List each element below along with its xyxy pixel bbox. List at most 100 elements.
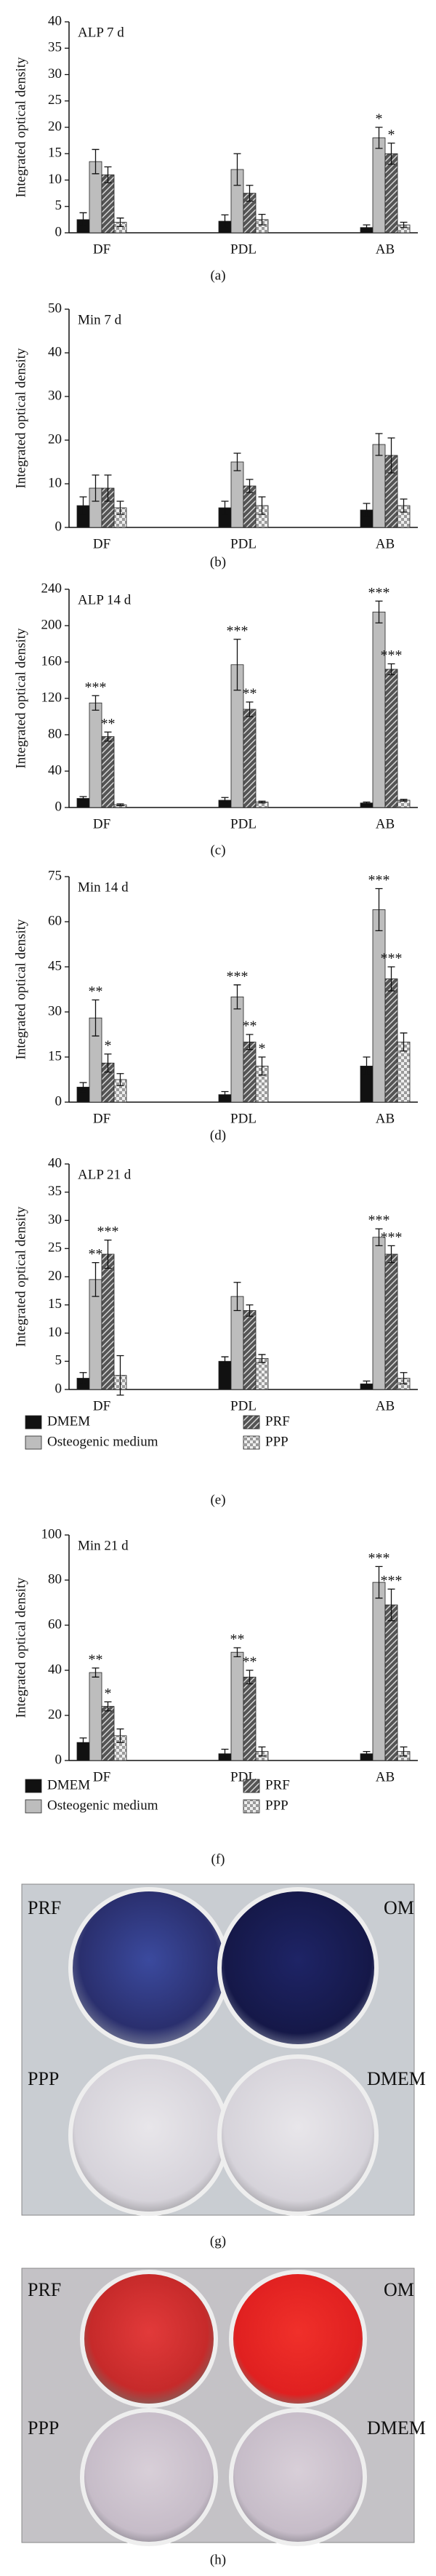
well bbox=[217, 2054, 379, 2216]
significance: * bbox=[259, 1041, 266, 1057]
y-tick-label: 0 bbox=[55, 1093, 62, 1109]
significance: *** bbox=[381, 951, 403, 967]
photo-label: PPP bbox=[28, 2068, 59, 2089]
photo-label: PRF bbox=[28, 2279, 61, 2300]
photo-label: DMEM bbox=[367, 2417, 426, 2439]
error-bar bbox=[387, 663, 395, 676]
y-tick-label: 20 bbox=[48, 1707, 62, 1722]
error-bar bbox=[387, 143, 395, 165]
photo-label: OM bbox=[384, 2279, 414, 2300]
y-tick-label: 40 bbox=[48, 762, 62, 778]
bar bbox=[89, 702, 102, 808]
y-axis-label: Integrated optical density bbox=[13, 1206, 28, 1347]
error-bar bbox=[233, 452, 241, 471]
y-tick-label: 40 bbox=[48, 344, 62, 359]
error-bar bbox=[400, 498, 408, 513]
chart-title: Min 14 d bbox=[78, 880, 129, 895]
error-bar bbox=[79, 1372, 87, 1384]
chart-title: ALP 7 d bbox=[78, 25, 124, 40]
significance: *** bbox=[381, 1573, 403, 1589]
error-bar bbox=[400, 1032, 408, 1052]
legend-swatch bbox=[25, 1779, 42, 1793]
legend-label: PRF bbox=[265, 1777, 290, 1793]
error-bar bbox=[92, 1261, 100, 1297]
error-bar bbox=[246, 479, 254, 493]
x-tick-label: DF bbox=[93, 1111, 110, 1126]
y-tick-label: 10 bbox=[48, 172, 62, 187]
error-bar bbox=[375, 1228, 383, 1247]
y-tick-label: 0 bbox=[55, 799, 62, 814]
error-bar bbox=[79, 796, 87, 801]
error-bar bbox=[116, 1728, 124, 1743]
y-tick-label: 25 bbox=[48, 1240, 62, 1256]
error-bar bbox=[363, 1056, 371, 1076]
error-bar bbox=[79, 1737, 87, 1748]
bar-chart: 0 5 10 15 20 25 30 35 40 Integrated optical densi… bbox=[13, 1155, 418, 1507]
bar-chart: 0 10 20 30 40 50 Integrated optical density Min… bbox=[13, 300, 418, 570]
error-bar bbox=[233, 153, 241, 186]
y-tick-label: 20 bbox=[48, 431, 62, 447]
bar bbox=[384, 153, 398, 234]
error-bar bbox=[116, 1073, 124, 1086]
error-bar bbox=[221, 501, 229, 515]
well bbox=[68, 1887, 230, 2049]
y-tick-label: 0 bbox=[55, 519, 62, 534]
y-axis-label: Integrated optical density bbox=[13, 348, 28, 489]
error-bar bbox=[116, 218, 124, 227]
error-bar bbox=[104, 166, 112, 183]
bar-chart: 0 15 30 45 60 75 Integrated optical density Min… bbox=[13, 868, 418, 1143]
error-bar bbox=[258, 1354, 266, 1363]
error-bar bbox=[246, 701, 254, 717]
error-bar bbox=[92, 148, 100, 175]
error-bar bbox=[221, 1748, 229, 1759]
significance: ** bbox=[89, 1651, 103, 1667]
error-bar bbox=[246, 1670, 254, 1685]
bar bbox=[101, 736, 115, 808]
error-bar bbox=[258, 213, 266, 226]
significance: * bbox=[376, 111, 383, 127]
bar bbox=[372, 444, 386, 528]
bar bbox=[384, 669, 398, 808]
y-tick-label: 0 bbox=[55, 224, 62, 239]
well bbox=[229, 2408, 367, 2546]
error-bar bbox=[400, 799, 408, 802]
legend-label: PRF bbox=[265, 1413, 290, 1429]
y-tick-label: 35 bbox=[48, 1184, 62, 1199]
y-axis-label: Integrated optical density bbox=[13, 919, 28, 1060]
y-tick-label: 0 bbox=[55, 1381, 62, 1396]
x-tick-label: AB bbox=[376, 816, 395, 832]
bar-chart: 0 5 10 15 20 25 30 35 40 Integrated optical densi… bbox=[13, 13, 418, 283]
legend-swatch bbox=[25, 1799, 42, 1814]
y-tick-label: 60 bbox=[48, 913, 62, 928]
error-bar bbox=[233, 984, 241, 1010]
significance: *** bbox=[381, 1229, 403, 1245]
panel-caption: (g) bbox=[210, 2233, 226, 2249]
x-tick-label: AB bbox=[376, 1398, 395, 1413]
x-tick-label: DF bbox=[93, 1398, 110, 1413]
x-tick-label: PDL bbox=[230, 816, 257, 832]
significance: *** bbox=[97, 1224, 119, 1240]
photo-label: PRF bbox=[28, 1897, 61, 1918]
panel-caption: (c) bbox=[210, 842, 225, 858]
bar bbox=[101, 1706, 115, 1761]
y-tick-label: 10 bbox=[48, 475, 62, 490]
error-bar bbox=[79, 1082, 87, 1093]
panel-caption: (e) bbox=[210, 1492, 225, 1507]
y-tick-label: 35 bbox=[48, 40, 62, 55]
significance: *** bbox=[368, 1550, 390, 1566]
bar bbox=[230, 996, 244, 1103]
bar-chart: 0 20 40 60 80 100 Integrated optical density Mi… bbox=[13, 1526, 418, 1867]
error-bar bbox=[116, 501, 124, 515]
x-tick-label: DF bbox=[93, 242, 110, 257]
error-bar bbox=[258, 1056, 266, 1076]
error-bar bbox=[258, 1746, 266, 1757]
error-bar bbox=[387, 966, 395, 992]
error-bar bbox=[221, 1090, 229, 1098]
y-tick-label: 30 bbox=[48, 1212, 62, 1227]
y-tick-label: 160 bbox=[41, 653, 62, 669]
legend-swatch bbox=[243, 1779, 260, 1793]
bar bbox=[384, 1604, 398, 1761]
legend-label: DMEM bbox=[47, 1413, 90, 1429]
bar bbox=[372, 1237, 386, 1390]
bar bbox=[372, 137, 386, 234]
